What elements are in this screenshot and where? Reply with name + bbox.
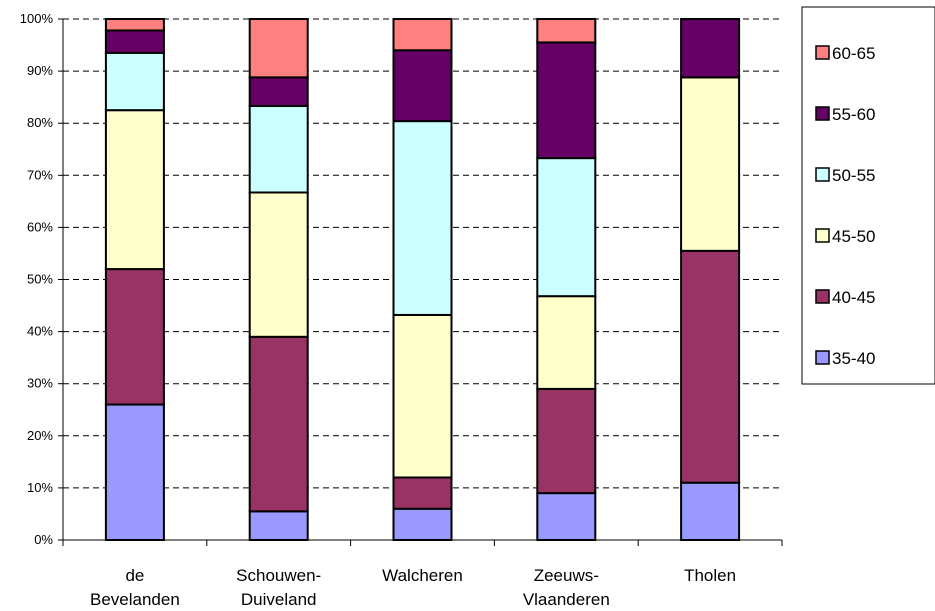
x-category-label: Tholen [684,566,736,585]
bar-segment-50-55 [104,51,165,112]
bar-segment-60-65 [104,18,165,32]
bar-segment-50-55 [248,105,309,194]
x-category-label: Zeeuws- [534,566,599,585]
bar-segment-55-60 [392,49,453,123]
legend-swatch [815,289,830,304]
x-category-label: de [125,566,144,585]
bar-segment-45-50 [536,295,597,390]
x-category-label: Vlaanderen [523,590,610,609]
axes: 0% 10% 20% 30% 40% 50% 60% 70% 80% 90% 100% de Bevel… [20,11,783,609]
x-category-label: Walcheren [382,566,463,585]
y-tick-label: 50% [27,272,53,287]
bar-segment-45-50 [104,109,165,271]
legend-box [801,6,935,385]
y-tick-label: 0% [34,532,53,547]
y-tick-label: 70% [27,167,53,182]
bar-segment-50-55 [536,157,597,298]
legend-label: 35-40 [832,349,875,368]
legend-swatch [815,106,830,121]
legend-label: 40-45 [832,288,875,307]
y-tick-label: 20% [27,428,53,443]
legend-swatch [815,45,830,60]
bars [104,18,741,542]
bar-segment-40-45 [680,249,741,484]
bar-segment-40-45 [104,268,165,406]
y-tick-label: 90% [27,63,53,78]
bar-segment-35-40 [248,510,309,542]
bar-segment-35-40 [680,481,741,542]
bar-segment-55-60 [536,41,597,160]
bar-segment-40-45 [248,335,309,513]
y-tick-label: 40% [27,324,53,339]
y-tick-label: 100% [20,11,54,26]
x-category-label: Schouwen- [236,566,321,585]
y-tick-label: 10% [27,480,53,495]
bar-segment-55-60 [104,29,165,54]
bar-segment-55-60 [248,76,309,108]
legend-label: 55-60 [832,105,875,124]
y-tick-label: 60% [27,219,53,234]
legend: 60-65 55-60 50-55 45-50 40-45 35-40 [801,6,935,385]
bar-segment-45-50 [392,313,453,479]
bar-segment-55-60 [680,18,741,79]
bar-segment-45-50 [248,191,309,338]
bar-segment-40-45 [392,476,453,510]
bar-segment-50-55 [392,120,453,316]
bar-segment-60-65 [392,18,453,52]
bar-segment-45-50 [680,76,741,252]
legend-swatch [815,228,830,243]
legend-swatch [815,167,830,182]
x-category-label: Bevelanden [90,590,180,609]
bar-segment-60-65 [536,18,597,44]
bar-segment-40-45 [536,387,597,495]
bar-segment-35-40 [392,507,453,541]
bar-segment-60-65 [248,18,309,79]
legend-label: 45-50 [832,227,875,246]
legend-label: 50-55 [832,166,875,185]
bar-segment-35-40 [536,492,597,541]
bar-segment-35-40 [104,403,165,542]
x-category-label: Duiveland [241,590,317,609]
y-tick-label: 80% [27,115,53,130]
legend-swatch [815,350,830,365]
legend-label: 60-65 [832,44,875,63]
y-tick-label: 30% [27,376,53,391]
